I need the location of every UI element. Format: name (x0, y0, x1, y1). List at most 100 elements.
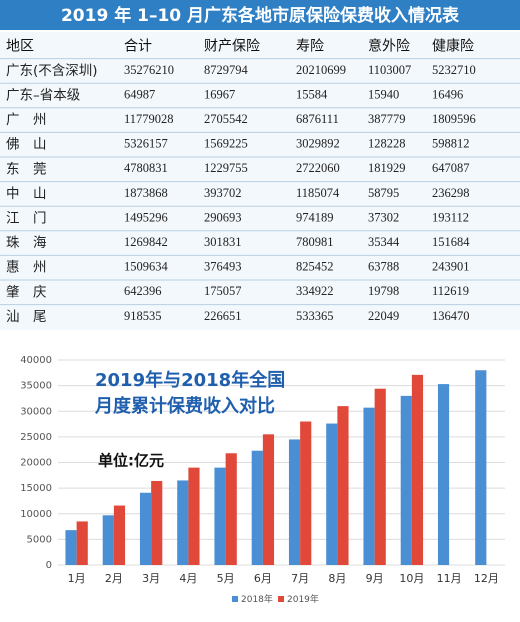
table-cell: 1103007 (368, 63, 411, 77)
bar (374, 388, 386, 565)
bar (326, 423, 338, 565)
table-cell: 1569225 (204, 137, 248, 151)
row-label: 珠 海 (6, 235, 47, 251)
bar (475, 370, 487, 565)
table-cell: 1269842 (124, 235, 168, 249)
x-tick-label: 9月 (366, 572, 384, 585)
table-cell: 3029892 (296, 137, 340, 151)
row-label: 广 州 (6, 112, 47, 128)
x-tick-label: 6月 (254, 572, 272, 585)
chart-title: 月度累计保费收入对比 (94, 395, 275, 417)
y-tick-label: 20000 (20, 458, 52, 469)
table-cell: 175057 (204, 284, 242, 298)
row-label: 佛 山 (6, 137, 47, 153)
bar (102, 515, 114, 565)
table-cell: 334922 (296, 284, 334, 298)
x-tick-label: 12月 (474, 572, 499, 585)
bar (76, 521, 88, 565)
table-cell: 376493 (204, 260, 242, 274)
table-title: 2019 年 1–10 月广东各地市原保险保费收入情况表 (61, 5, 460, 26)
table-cell: 193112 (432, 210, 469, 224)
table-cell: 128228 (368, 137, 406, 151)
table-header: 地区 (6, 38, 34, 54)
table-cell: 974189 (296, 210, 334, 224)
row-label: 广东–省本级 (6, 88, 81, 104)
x-tick-label: 5月 (217, 572, 235, 585)
x-tick-label: 4月 (179, 572, 197, 585)
bar (300, 421, 312, 565)
bar (251, 450, 263, 565)
bar (400, 395, 412, 565)
table-cell: 37302 (368, 210, 399, 224)
bar (437, 384, 450, 565)
x-tick-label: 8月 (328, 572, 346, 585)
bar (225, 453, 237, 565)
table-cell: 5326157 (124, 137, 168, 151)
bar (262, 434, 275, 565)
table-cell: 58795 (368, 186, 399, 200)
legend-label: 2019年 (287, 593, 319, 605)
table-cell: 136470 (432, 309, 470, 323)
y-tick-label: 0 (46, 560, 52, 571)
y-tick-label: 25000 (20, 432, 52, 443)
legend-swatch (278, 596, 284, 602)
table-cell: 301831 (204, 235, 242, 249)
bar (151, 480, 163, 565)
table-cell: 243901 (432, 260, 470, 274)
table-cell: 151684 (432, 235, 470, 249)
row-label: 东 莞 (6, 161, 47, 177)
table-cell: 533365 (296, 309, 334, 323)
table-cell: 11779028 (124, 112, 174, 126)
table-cell: 112619 (432, 284, 469, 298)
table-cell: 918535 (124, 309, 162, 323)
table-cell: 647087 (432, 161, 470, 175)
table-header: 健康险 (432, 37, 474, 54)
table-cell: 1509634 (124, 260, 169, 274)
bar (65, 530, 77, 565)
table-cell: 825452 (296, 260, 334, 274)
x-tick-label: 1月 (68, 572, 86, 585)
table-cell: 8729794 (204, 63, 249, 77)
table-cell: 19798 (368, 284, 399, 298)
table-cell: 1809596 (432, 112, 476, 126)
annotation: 单位:亿元 (98, 452, 164, 470)
table-cell: 181929 (368, 161, 406, 175)
table-cell: 780981 (296, 235, 334, 249)
bar (337, 406, 349, 565)
table-cell: 1495296 (124, 210, 168, 224)
x-tick-label: 7月 (291, 572, 309, 585)
table-cell: 15940 (368, 87, 399, 101)
table-cell: 598812 (432, 137, 470, 151)
table-cell: 642396 (124, 284, 162, 298)
table-header: 财产保险 (204, 38, 260, 54)
table-cell: 35276210 (124, 63, 174, 77)
table-cell: 5232710 (432, 63, 476, 77)
table-cell: 63788 (368, 260, 399, 274)
table-cell: 2722060 (296, 161, 340, 175)
row-label: 惠 州 (6, 260, 47, 276)
table-header: 寿险 (296, 37, 324, 54)
x-tick-label: 11月 (437, 572, 462, 585)
bar (113, 505, 126, 565)
table-cell: 35344 (368, 235, 400, 249)
table-cell: 387779 (368, 112, 406, 126)
table-cell: 16967 (204, 87, 235, 101)
chart-title: 2019年与2018年全国 (95, 369, 285, 391)
legend-label: 2018年 (241, 593, 273, 605)
y-tick-label: 15000 (20, 483, 52, 494)
table-cell: 64987 (124, 87, 155, 101)
table-cell: 2705542 (204, 112, 248, 126)
table-cell: 15584 (296, 87, 328, 101)
y-tick-label: 40000 (20, 355, 52, 366)
table-cell: 1229755 (204, 161, 248, 175)
table-cell: 6876111 (296, 112, 339, 126)
table-cell: 16496 (432, 87, 463, 101)
bar (363, 407, 375, 565)
bar (214, 467, 226, 565)
table-cell: 1873868 (124, 186, 168, 200)
y-tick-label: 30000 (20, 406, 52, 417)
table-cell: 226651 (204, 309, 242, 323)
y-tick-label: 5000 (27, 534, 52, 545)
y-tick-label: 10000 (20, 509, 52, 520)
